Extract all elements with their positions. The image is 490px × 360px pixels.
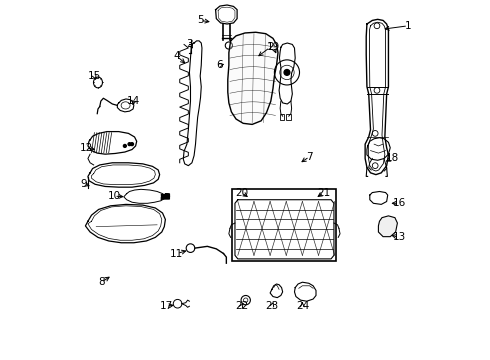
Text: 2: 2: [267, 42, 273, 52]
Ellipse shape: [94, 77, 102, 88]
Text: 14: 14: [127, 96, 141, 106]
Polygon shape: [378, 216, 397, 237]
Text: 3: 3: [186, 39, 193, 49]
Text: 23: 23: [265, 301, 278, 311]
Circle shape: [173, 300, 182, 308]
Text: 17: 17: [159, 301, 173, 311]
Bar: [280, 114, 284, 120]
Text: 21: 21: [317, 188, 331, 198]
Text: 4: 4: [173, 51, 180, 61]
Text: 18: 18: [386, 153, 399, 163]
Circle shape: [274, 60, 299, 85]
Circle shape: [131, 143, 133, 145]
Text: 12: 12: [80, 143, 93, 153]
Text: 13: 13: [392, 232, 406, 242]
Text: 10: 10: [107, 191, 121, 201]
Circle shape: [284, 69, 290, 75]
Circle shape: [123, 144, 126, 147]
Text: 15: 15: [88, 71, 101, 81]
Text: 16: 16: [392, 198, 406, 208]
Circle shape: [225, 42, 232, 49]
Text: 11: 11: [170, 248, 183, 258]
Text: 22: 22: [235, 301, 248, 311]
Text: 24: 24: [296, 301, 309, 311]
Text: 7: 7: [306, 152, 313, 162]
Text: 9: 9: [80, 179, 87, 189]
Circle shape: [241, 296, 250, 305]
Polygon shape: [228, 32, 278, 125]
Circle shape: [128, 143, 131, 145]
Bar: [232, 189, 337, 261]
Text: 19: 19: [267, 42, 280, 52]
Text: 6: 6: [217, 60, 223, 70]
Bar: [286, 114, 291, 120]
Text: 1: 1: [405, 21, 412, 31]
Text: 20: 20: [235, 188, 248, 198]
Circle shape: [186, 244, 195, 252]
Text: 5: 5: [197, 15, 203, 26]
Text: 8: 8: [98, 277, 105, 287]
